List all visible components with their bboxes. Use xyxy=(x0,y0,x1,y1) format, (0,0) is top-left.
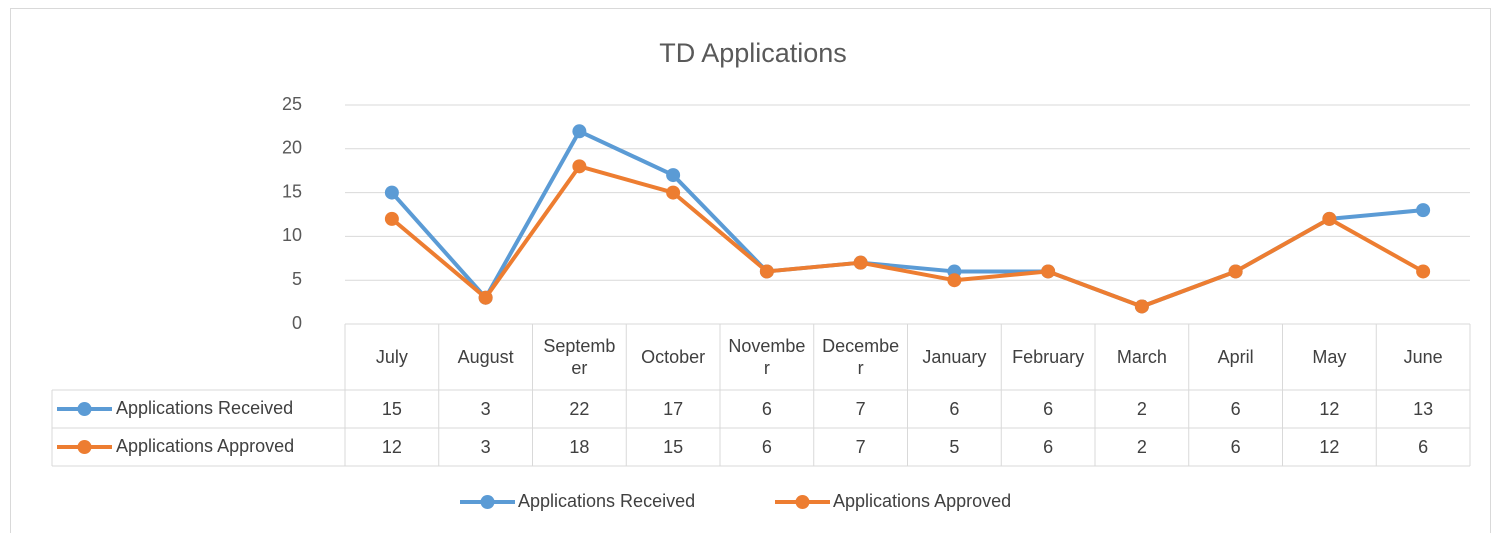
legend-marker xyxy=(77,440,92,454)
table-value: 6 xyxy=(1043,437,1054,457)
data-point xyxy=(1416,203,1431,218)
x-tick-label: September xyxy=(543,336,616,378)
legend-label: Applications Received xyxy=(518,491,695,511)
data-point xyxy=(1322,211,1337,226)
data-point xyxy=(853,255,868,270)
y-tick-label: 15 xyxy=(282,181,302,201)
table-value: 7 xyxy=(855,437,866,457)
table-value: 15 xyxy=(381,399,402,419)
table-value: 22 xyxy=(569,399,590,419)
table-value: 3 xyxy=(480,399,491,419)
x-tick-label: May xyxy=(1312,347,1347,367)
table-value: 6 xyxy=(1418,437,1429,457)
x-tick-label: February xyxy=(1012,347,1085,367)
table-value: 5 xyxy=(949,437,960,457)
x-tick-label: December xyxy=(822,336,900,378)
y-tick-label: 5 xyxy=(292,269,302,289)
table-value: 13 xyxy=(1413,399,1434,419)
x-tick-label: June xyxy=(1403,347,1443,367)
x-tick-label: August xyxy=(457,347,514,367)
table-value: 12 xyxy=(381,437,402,457)
data-point xyxy=(1416,264,1431,279)
table-value: 12 xyxy=(1319,399,1340,419)
data-point xyxy=(1134,299,1149,314)
table-value: 2 xyxy=(1136,437,1147,457)
table-series-name: Applications Approved xyxy=(116,436,294,456)
y-tick-label: 20 xyxy=(282,138,302,158)
data-point xyxy=(384,185,399,200)
data-point xyxy=(384,211,399,226)
data-point xyxy=(1228,264,1243,279)
table-value: 6 xyxy=(761,399,772,419)
table-value: 18 xyxy=(569,437,590,457)
x-tick-label: November xyxy=(728,336,806,378)
data-point xyxy=(666,168,681,183)
legend-label: Applications Approved xyxy=(833,491,1011,511)
table-value: 2 xyxy=(1136,399,1147,419)
table-value: 6 xyxy=(1043,399,1054,419)
data-point xyxy=(666,185,681,200)
table-value: 6 xyxy=(949,399,960,419)
x-tick-label: April xyxy=(1217,347,1254,367)
data-point xyxy=(947,273,962,288)
table-value: 6 xyxy=(1230,399,1241,419)
y-tick-label: 25 xyxy=(282,94,302,114)
data-point xyxy=(478,290,493,305)
data-point xyxy=(572,159,587,174)
data-point xyxy=(1041,264,1056,279)
legend-marker xyxy=(795,495,810,509)
data-point xyxy=(759,264,774,279)
x-tick-label: October xyxy=(641,347,706,367)
x-tick-label: July xyxy=(375,347,408,367)
table-value: 6 xyxy=(1230,437,1241,457)
table-series-name: Applications Received xyxy=(116,398,293,418)
y-tick-label: 10 xyxy=(282,225,302,245)
data-point xyxy=(572,124,587,139)
table-value: 15 xyxy=(663,437,684,457)
x-tick-label: March xyxy=(1116,347,1167,367)
series-line xyxy=(390,164,1425,309)
legend-marker xyxy=(480,495,495,509)
table-value: 17 xyxy=(663,399,684,419)
table-value: 12 xyxy=(1319,437,1340,457)
legend-marker xyxy=(77,402,92,416)
x-tick-label: January xyxy=(922,347,987,367)
chart-title: TD Applications xyxy=(659,38,847,68)
table-value: 6 xyxy=(761,437,772,457)
table-value: 7 xyxy=(855,399,866,419)
y-tick-label: 0 xyxy=(292,313,302,333)
chart-border xyxy=(10,8,1491,533)
table-value: 3 xyxy=(480,437,491,457)
